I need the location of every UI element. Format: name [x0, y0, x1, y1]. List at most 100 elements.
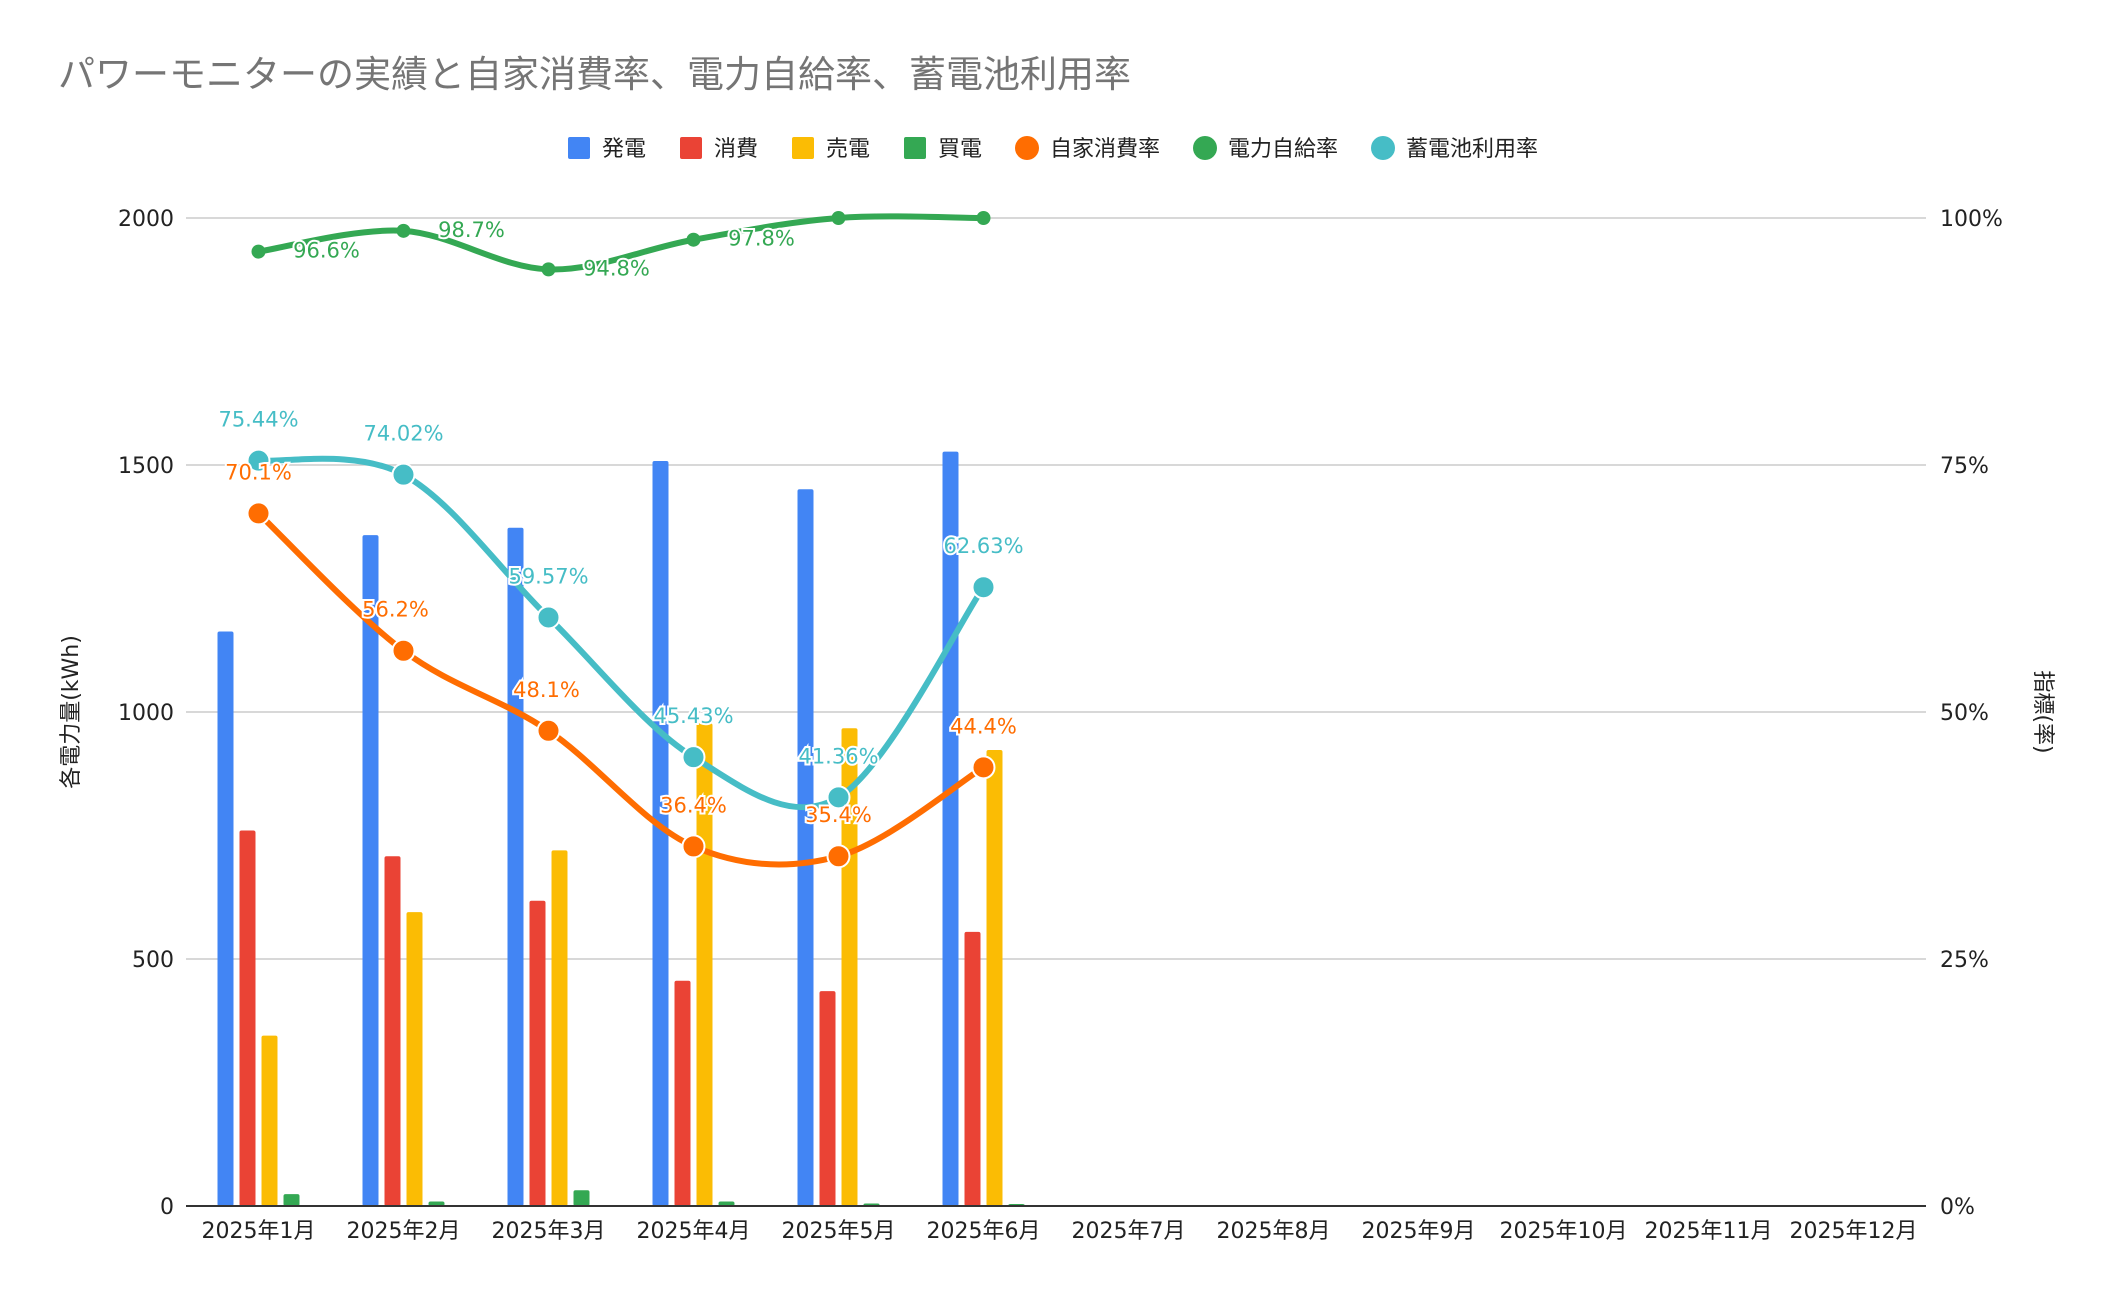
y2-tick-label: 100% — [1940, 207, 2003, 232]
legend-label: 自家消費率 — [1050, 137, 1160, 162]
point-電力自給率[interactable] — [831, 211, 846, 225]
point-電力自給率[interactable] — [396, 223, 411, 238]
legend-item-蓄電池利用率[interactable]: 蓄電池利用率 — [1371, 136, 1538, 162]
bar-売電[interactable] — [986, 750, 1003, 1206]
y-tick-label: 1500 — [118, 454, 174, 479]
legend-swatch — [1015, 136, 1039, 160]
x-tick-label: 2025年9月 — [1362, 1219, 1476, 1244]
point-蓄電池利用率[interactable] — [681, 745, 706, 770]
legend-swatch — [568, 137, 590, 159]
x-tick-label: 2025年12月 — [1790, 1219, 1918, 1244]
x-tick-label: 2025年4月 — [637, 1219, 751, 1244]
point-蓄電池利用率[interactable] — [971, 575, 996, 600]
legend-item-買電[interactable]: 買電 — [904, 137, 982, 162]
legend[interactable]: 発電 消費 売電 買電 自家消費率 電力自給率 蓄電池利用率 — [568, 136, 1538, 162]
legend-label: 発電 — [602, 137, 646, 162]
x-tick-label: 2025年6月 — [927, 1219, 1041, 1244]
chart-title: パワーモニターの実績と自家消費率、電力自給率、蓄電池利用率 — [58, 53, 1131, 96]
y2-tick-label: 25% — [1940, 948, 1989, 973]
bar-発電[interactable] — [362, 535, 379, 1206]
legend-item-自家消費率[interactable]: 自家消費率 — [1015, 136, 1160, 162]
y2-tick-label: 0% — [1940, 1195, 1975, 1220]
bar-消費[interactable] — [674, 980, 691, 1206]
data-label: 70.1% — [225, 460, 292, 484]
bar-消費[interactable] — [239, 830, 256, 1206]
point-電力自給率[interactable] — [541, 262, 556, 277]
bars — [217, 451, 1025, 1207]
bar-買電[interactable] — [283, 1194, 300, 1206]
x-tick-label: 2025年2月 — [347, 1219, 461, 1244]
legend-item-電力自給率[interactable]: 電力自給率 — [1193, 136, 1338, 162]
point-自家消費率[interactable] — [681, 834, 706, 859]
point-自家消費率[interactable] — [536, 718, 561, 743]
data-label: 75.44% — [218, 408, 298, 432]
point-自家消費率[interactable] — [826, 844, 851, 869]
y-tick-label: 500 — [132, 948, 174, 973]
legend-label: 電力自給率 — [1228, 137, 1338, 162]
point-蓄電池利用率[interactable] — [391, 462, 416, 487]
legend-swatch — [1193, 136, 1217, 160]
axes: 0 500 1000 1500 2000 0% 25% 50% 75% 100% 2025年1月 20… — [59, 207, 2055, 1244]
y-tick-label: 1000 — [118, 701, 174, 726]
bar-発電[interactable] — [942, 451, 959, 1206]
legend-swatch — [904, 137, 926, 159]
bar-消費[interactable] — [384, 856, 401, 1206]
data-labels: 70.1% 56.2% 48.1% 36.4% 35.4% 44.4% 96.6% 98.7%… — [216, 216, 1025, 829]
data-label: 59.57% — [508, 564, 588, 588]
y-tick-label: 2000 — [118, 207, 174, 232]
data-label: 56.2% — [362, 598, 429, 622]
y-tick-label: 0 — [160, 1195, 174, 1220]
point-電力自給率[interactable] — [686, 232, 701, 247]
legend-label: 売電 — [826, 137, 870, 162]
data-label: 45.43% — [653, 704, 733, 728]
bar-消費[interactable] — [819, 991, 836, 1206]
legend-swatch — [680, 137, 702, 159]
x-tick-label: 2025年7月 — [1072, 1219, 1186, 1244]
data-label: 62.63% — [943, 534, 1023, 558]
bar-売電[interactable] — [551, 850, 568, 1206]
legend-label: 買電 — [938, 137, 982, 162]
legend-item-売電[interactable]: 売電 — [792, 137, 870, 162]
point-電力自給率[interactable] — [976, 211, 991, 225]
legend-swatch — [1371, 136, 1395, 160]
line-points — [246, 211, 996, 869]
bar-売電[interactable] — [406, 912, 423, 1206]
x-tick-label: 2025年11月 — [1645, 1219, 1773, 1244]
bar-消費[interactable] — [529, 900, 546, 1206]
legend-item-発電[interactable]: 発電 — [568, 137, 646, 162]
x-tick-label: 2025年8月 — [1217, 1219, 1331, 1244]
data-label: 98.7% — [438, 218, 505, 242]
bar-発電[interactable] — [217, 631, 234, 1206]
data-label: 36.4% — [660, 793, 727, 817]
data-label: 41.36% — [798, 744, 878, 768]
y2-tick-label: 75% — [1940, 454, 1989, 479]
legend-item-消費[interactable]: 消費 — [680, 137, 758, 162]
bar-発電[interactable] — [797, 489, 814, 1206]
bar-買電[interactable] — [718, 1201, 735, 1206]
legend-label: 消費 — [714, 137, 758, 162]
point-自家消費率[interactable] — [971, 755, 996, 780]
point-蓄電池利用率[interactable] — [246, 448, 271, 473]
y-axis-title: 各電力量(kWh) — [59, 635, 84, 789]
legend-swatch — [792, 137, 814, 159]
data-label: 97.8% — [728, 227, 795, 251]
bar-買電[interactable] — [573, 1190, 590, 1206]
bar-発電[interactable] — [652, 461, 669, 1207]
bar-発電[interactable] — [507, 527, 524, 1206]
line-自家消費率 — [255, 510, 987, 868]
point-自家消費率[interactable] — [391, 638, 416, 663]
point-電力自給率[interactable] — [251, 244, 266, 259]
x-tick-label: 2025年10月 — [1500, 1219, 1628, 1244]
point-蓄電池利用率[interactable] — [536, 605, 561, 630]
bar-売電[interactable] — [261, 1035, 278, 1206]
data-label: 96.6% — [293, 239, 360, 263]
line-電力自給率 — [255, 213, 987, 273]
x-tick-label: 2025年3月 — [492, 1219, 606, 1244]
bar-消費[interactable] — [964, 931, 981, 1206]
y2-axis-title: 指標(率) — [2030, 670, 2055, 753]
gridlines — [186, 217, 1926, 960]
data-label: 94.8% — [583, 256, 650, 280]
point-自家消費率[interactable] — [246, 501, 271, 526]
bar-買電[interactable] — [428, 1201, 445, 1206]
point-蓄電池利用率[interactable] — [826, 785, 851, 810]
